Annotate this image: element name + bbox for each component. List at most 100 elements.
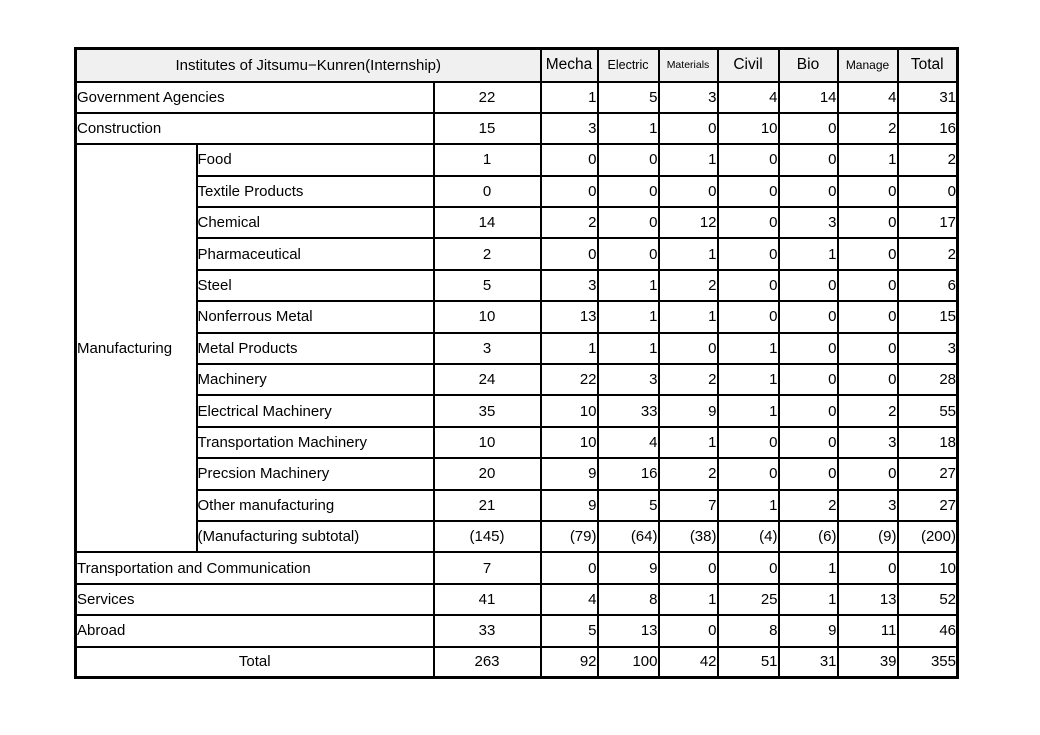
- row-label: Total: [74, 645, 435, 679]
- value-cell: 33: [432, 614, 542, 648]
- value-cell: 52: [896, 582, 959, 617]
- value-cell: 10: [716, 111, 780, 146]
- value-cell: 355: [896, 645, 959, 679]
- value-cell: 0: [716, 268, 780, 303]
- value-cell: 1: [657, 237, 719, 271]
- value-cell: 4: [836, 80, 899, 114]
- value-cell: 3: [836, 425, 899, 460]
- table-body: Government Agencies 22 1 5 3 4 14 4 31 Constructi…: [74, 80, 959, 679]
- manufacturing-group-label: Manufacturing: [74, 143, 198, 554]
- value-cell: 2: [896, 237, 959, 271]
- value-cell: 16: [596, 457, 660, 491]
- column-header-mecha: Mecha: [539, 47, 599, 83]
- value-cell: 17: [896, 206, 959, 240]
- value-cell: 0: [596, 206, 660, 240]
- table-row: (Manufacturing subtotal) (145) (79) (64) (38…: [76, 519, 959, 554]
- value-cell: 22: [539, 363, 599, 397]
- value-cell: 1: [657, 143, 719, 177]
- value-cell: (38): [657, 519, 719, 554]
- value-cell: 1: [716, 488, 780, 522]
- value-cell: 8: [716, 614, 780, 648]
- value-cell: 3: [539, 268, 599, 303]
- value-cell: 1: [657, 582, 719, 617]
- value-cell: 27: [896, 457, 959, 491]
- value-cell: 0: [716, 143, 780, 177]
- row-label: Abroad: [74, 614, 435, 648]
- column-header-manage: Manage: [836, 47, 899, 83]
- value-cell: 2: [657, 363, 719, 397]
- table-row: Metal Products 3 1 1 0 1 0 0 3: [76, 331, 959, 366]
- row-label: Chemical: [195, 206, 435, 240]
- column-header-electric: Electric: [596, 47, 660, 83]
- value-cell: 0: [539, 174, 599, 209]
- value-cell: 14: [777, 80, 839, 114]
- table-row: Total 263 92 100 42 51 31 39 355: [74, 645, 959, 679]
- row-label: Transportation Machinery: [195, 425, 435, 460]
- value-cell: 0: [716, 237, 780, 271]
- column-header-total: Total: [896, 47, 959, 83]
- value-cell: 0: [432, 174, 542, 209]
- value-cell: 1: [539, 331, 599, 366]
- value-cell: 15: [896, 300, 959, 334]
- value-cell: (79): [539, 519, 599, 554]
- table-row: Machinery 24 22 3 2 1 0 0 28: [76, 363, 959, 397]
- value-cell: 22: [432, 80, 542, 114]
- table-row: Steel 5 3 1 2 0 0 0 6: [76, 268, 959, 303]
- table-row: Chemical 14 2 0 12 0 3 0 17: [76, 206, 959, 240]
- value-cell: 51: [716, 645, 780, 679]
- table-row: Nonferrous Metal 10 13 1 1 0 0 0 15: [76, 300, 959, 334]
- value-cell: 0: [716, 206, 780, 240]
- value-cell: 0: [539, 143, 599, 177]
- internship-table: Institutes of Jitsumu−Kunren(Internship)…: [74, 47, 959, 680]
- value-cell: 3: [777, 206, 839, 240]
- row-label: Food: [195, 143, 435, 177]
- value-cell: 0: [539, 551, 599, 585]
- row-label: Transportation and Communication: [74, 551, 435, 585]
- table-row: Precsion Machinery 20 9 16 2 0 0 0 27: [76, 457, 959, 491]
- value-cell: 0: [777, 363, 839, 397]
- table-row: Textile Products 0 0 0 0 0 0 0 0: [76, 174, 959, 209]
- row-label: Textile Products: [195, 174, 435, 209]
- table-row: Electrical Machinery 35 10 33 9 1 0 2 55: [76, 394, 959, 428]
- table-row: Services 41 4 8 1 25 1 13 52: [74, 582, 959, 617]
- value-cell: 10: [896, 551, 959, 585]
- value-cell: 0: [657, 551, 719, 585]
- value-cell: 1: [716, 394, 780, 428]
- column-header-civil: Civil: [716, 47, 780, 83]
- value-cell: 1: [539, 80, 599, 114]
- value-cell: 0: [836, 206, 899, 240]
- value-cell: 0: [777, 174, 839, 209]
- value-cell: 28: [896, 363, 959, 397]
- value-cell: 1: [777, 551, 839, 585]
- value-cell: 0: [596, 143, 660, 177]
- value-cell: 14: [432, 206, 542, 240]
- table-row: Abroad 33 5 13 0 8 9 11 46: [74, 614, 959, 648]
- value-cell: 33: [596, 394, 660, 428]
- row-label: (Manufacturing subtotal): [195, 519, 435, 554]
- value-cell: 1: [716, 331, 780, 366]
- value-cell: 46: [896, 614, 959, 648]
- value-cell: 9: [657, 394, 719, 428]
- value-cell: 1: [432, 143, 542, 177]
- value-cell: 9: [539, 457, 599, 491]
- value-cell: 3: [432, 331, 542, 366]
- value-cell: 1: [657, 425, 719, 460]
- value-cell: 0: [777, 300, 839, 334]
- value-cell: 0: [716, 174, 780, 209]
- value-cell: 13: [836, 582, 899, 617]
- value-cell: 0: [777, 268, 839, 303]
- value-cell: 4: [539, 582, 599, 617]
- value-cell: 0: [716, 300, 780, 334]
- value-cell: 0: [657, 174, 719, 209]
- value-cell: 0: [836, 331, 899, 366]
- value-cell: 2: [777, 488, 839, 522]
- value-cell: 3: [836, 488, 899, 522]
- value-cell: 11: [836, 614, 899, 648]
- value-cell: 2: [836, 394, 899, 428]
- value-cell: (6): [777, 519, 839, 554]
- table-row: Manufacturing Food 1 0 0 1 0 0 1 2: [74, 143, 959, 554]
- row-label: Electrical Machinery: [195, 394, 435, 428]
- value-cell: 0: [716, 551, 780, 585]
- value-cell: 12: [657, 206, 719, 240]
- value-cell: 2: [657, 268, 719, 303]
